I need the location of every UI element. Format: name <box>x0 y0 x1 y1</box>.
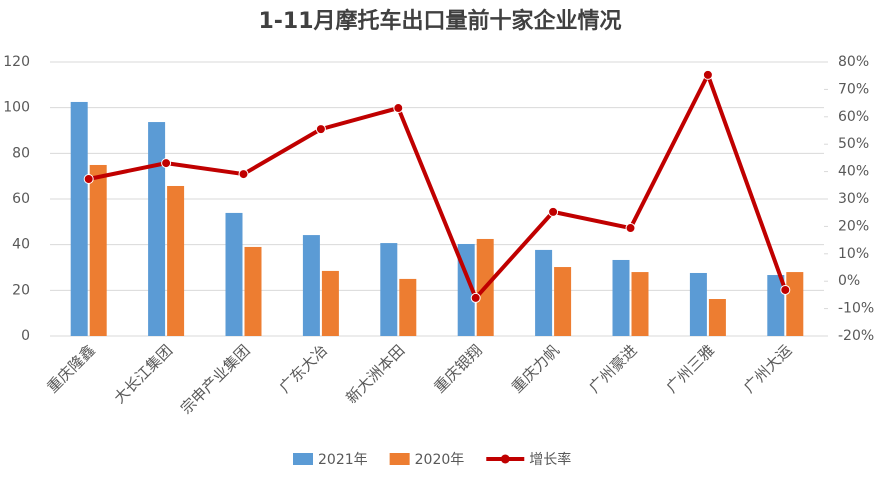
line-marker <box>315 124 326 135</box>
bar <box>380 243 398 336</box>
y2-tick-label: 80% <box>838 54 869 70</box>
x-tick-label: 广州豪进 <box>585 341 640 396</box>
bar <box>612 259 630 336</box>
bar <box>631 272 649 336</box>
bar <box>786 272 804 336</box>
bar <box>225 212 243 336</box>
y2-tick-label: 60% <box>838 109 869 125</box>
x-tick-label: 宗申产业集团 <box>177 341 253 417</box>
x-tick-label: 重庆银翔 <box>431 341 486 396</box>
bar <box>554 267 572 336</box>
y2-tick-label: 50% <box>838 136 869 152</box>
bar <box>708 299 726 336</box>
y2-tick-label: 30% <box>838 191 869 207</box>
x-tick-label: 新大洲本田 <box>343 341 409 407</box>
legend-swatch <box>389 453 410 465</box>
y-tick-label: 120 <box>3 54 30 70</box>
line-marker <box>470 292 481 303</box>
bar <box>70 101 88 336</box>
y2-tick-label: -10% <box>838 301 874 317</box>
line-marker <box>625 223 636 234</box>
line-marker <box>238 169 249 180</box>
line-marker <box>780 284 791 295</box>
y2-tick-label: 0% <box>838 273 860 289</box>
line-marker <box>393 103 404 114</box>
x-tick-label: 广州大运 <box>740 341 795 396</box>
bar <box>689 272 707 336</box>
y-tick-label: 20 <box>12 282 30 298</box>
y-tick-label: 60 <box>12 191 30 207</box>
y2-tick-label: 10% <box>838 246 869 262</box>
line-marker <box>548 206 559 217</box>
bar <box>767 275 785 336</box>
legend-label: 增长率 <box>529 451 571 468</box>
x-tick-label: 广州三雅 <box>663 341 718 396</box>
y2-tick-label: 70% <box>838 81 869 97</box>
y-tick-label: 0 <box>21 328 30 344</box>
legend-label: 2021年 <box>318 452 368 468</box>
legend-swatch <box>500 454 510 464</box>
chart-title: 1-11月摩托车出口量前十家企业情况 <box>258 8 621 34</box>
bar <box>302 235 320 336</box>
x-tick-label: 大长江集团 <box>110 341 176 407</box>
y-tick-label: 40 <box>12 237 30 253</box>
x-tick-label: 广东大冶 <box>276 341 331 396</box>
bar <box>244 246 262 336</box>
y2-tick-label: -20% <box>838 328 874 344</box>
line-marker <box>83 173 94 184</box>
y2-tick-label: 20% <box>838 218 869 234</box>
legend-label: 2020年 <box>415 452 465 468</box>
y-tick-label: 100 <box>3 100 30 116</box>
legend-swatch <box>293 453 313 465</box>
bar <box>89 164 107 336</box>
bar <box>148 122 166 336</box>
bar <box>535 249 553 336</box>
bar <box>321 270 339 336</box>
bar <box>167 185 185 336</box>
line-marker <box>702 69 713 80</box>
bar <box>399 278 417 336</box>
y2-tick-label: 40% <box>838 164 869 180</box>
x-tick-label: 重庆隆鑫 <box>44 341 99 396</box>
x-tick-label: 重庆力帆 <box>508 341 563 396</box>
line-marker <box>161 158 172 169</box>
line <box>88 72 788 300</box>
y-tick-label: 80 <box>12 145 30 161</box>
